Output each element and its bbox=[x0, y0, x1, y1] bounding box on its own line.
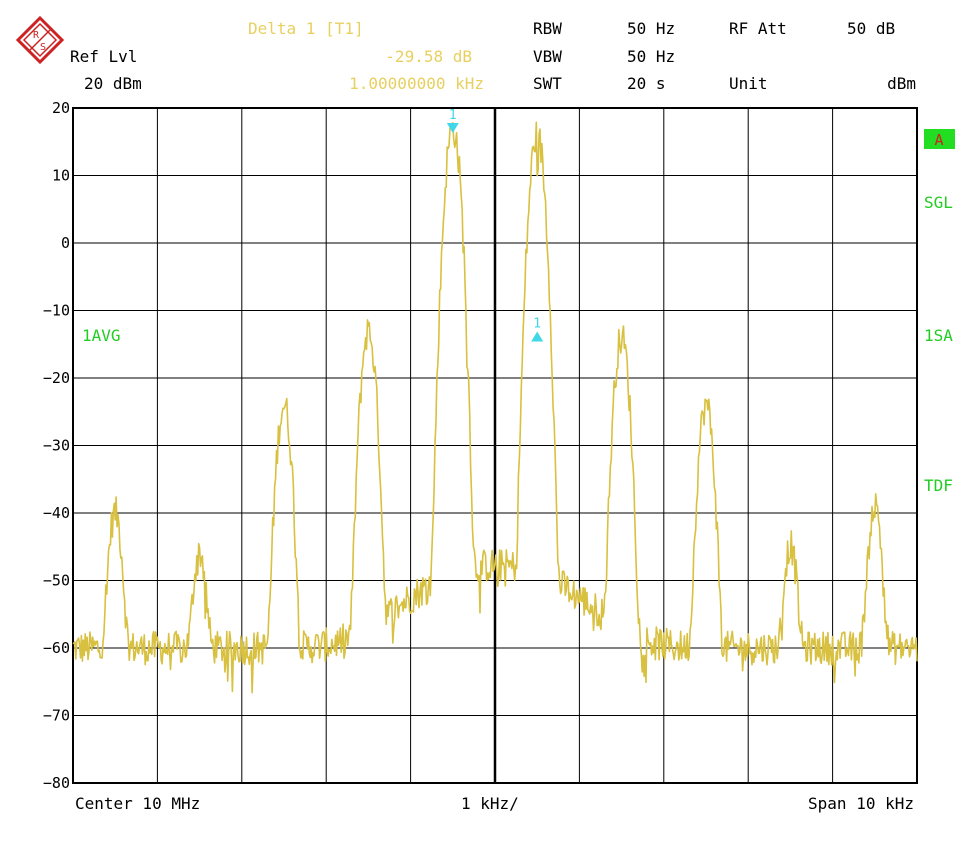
y-tick-label: −10 bbox=[43, 302, 70, 320]
marker-layer: 11 bbox=[446, 108, 544, 342]
y-tick-label: −80 bbox=[43, 774, 70, 792]
trace-a-badge[interactable] bbox=[924, 129, 955, 149]
sa-annotation: 1SA bbox=[924, 326, 953, 345]
y-tick-label: 20 bbox=[52, 99, 70, 117]
svg-text:S: S bbox=[40, 42, 46, 53]
y-tick-label: 10 bbox=[52, 167, 70, 185]
sgl-annotation: SGL bbox=[924, 193, 953, 212]
y-tick-labels: 20 10 0 −10 −20 −30 −40 −50 −60 −70 −80 bbox=[43, 99, 70, 792]
rbw-label: RBW bbox=[533, 19, 562, 38]
marker-title: Delta 1 [T1] bbox=[248, 19, 364, 38]
rs-logo-icon: R S bbox=[15, 15, 65, 65]
marker-label: 1 bbox=[449, 108, 457, 123]
y-tick-label: −40 bbox=[43, 504, 70, 522]
division-label: 1 kHz/ bbox=[461, 794, 519, 813]
avg-annotation: 1AVG bbox=[82, 326, 121, 345]
marker-label: 1 bbox=[533, 317, 541, 332]
vbw-label: VBW bbox=[533, 47, 562, 66]
trace-a-label: A bbox=[934, 131, 943, 149]
y-tick-label: −60 bbox=[43, 639, 70, 657]
marker-icon[interactable] bbox=[446, 123, 459, 133]
y-tick-label: 0 bbox=[61, 234, 70, 252]
svg-text:R: R bbox=[33, 30, 40, 41]
swt-label: SWT bbox=[533, 74, 562, 93]
y-tick-label: −70 bbox=[43, 707, 70, 725]
ref-lvl-label: Ref Lvl bbox=[70, 47, 137, 66]
unit-label: Unit bbox=[729, 74, 768, 93]
span-label: Span 10 kHz bbox=[808, 794, 914, 813]
y-tick-label: −30 bbox=[43, 437, 70, 455]
vbw-value: 50 Hz bbox=[627, 47, 675, 66]
y-tick-label: −20 bbox=[43, 369, 70, 387]
y-tick-label: −50 bbox=[43, 572, 70, 590]
rbw-value: 50 Hz bbox=[627, 19, 675, 38]
delta-marker-icon[interactable] bbox=[531, 331, 544, 342]
rf-att-value: 50 dB bbox=[847, 19, 895, 38]
unit-value: dBm bbox=[887, 74, 916, 93]
plot-grid bbox=[73, 108, 917, 783]
marker-frequency: 1.00000000 kHz bbox=[349, 74, 484, 93]
marker-level: -29.58 dB bbox=[385, 47, 472, 66]
center-frequency: Center 10 MHz bbox=[75, 794, 200, 813]
tdf-annotation: TDF bbox=[924, 476, 953, 495]
spectrum-trace bbox=[72, 121, 918, 694]
ref-lvl-value: 20 dBm bbox=[84, 74, 142, 93]
rf-att-label: RF Att bbox=[729, 19, 787, 38]
swt-value: 20 s bbox=[627, 74, 666, 93]
